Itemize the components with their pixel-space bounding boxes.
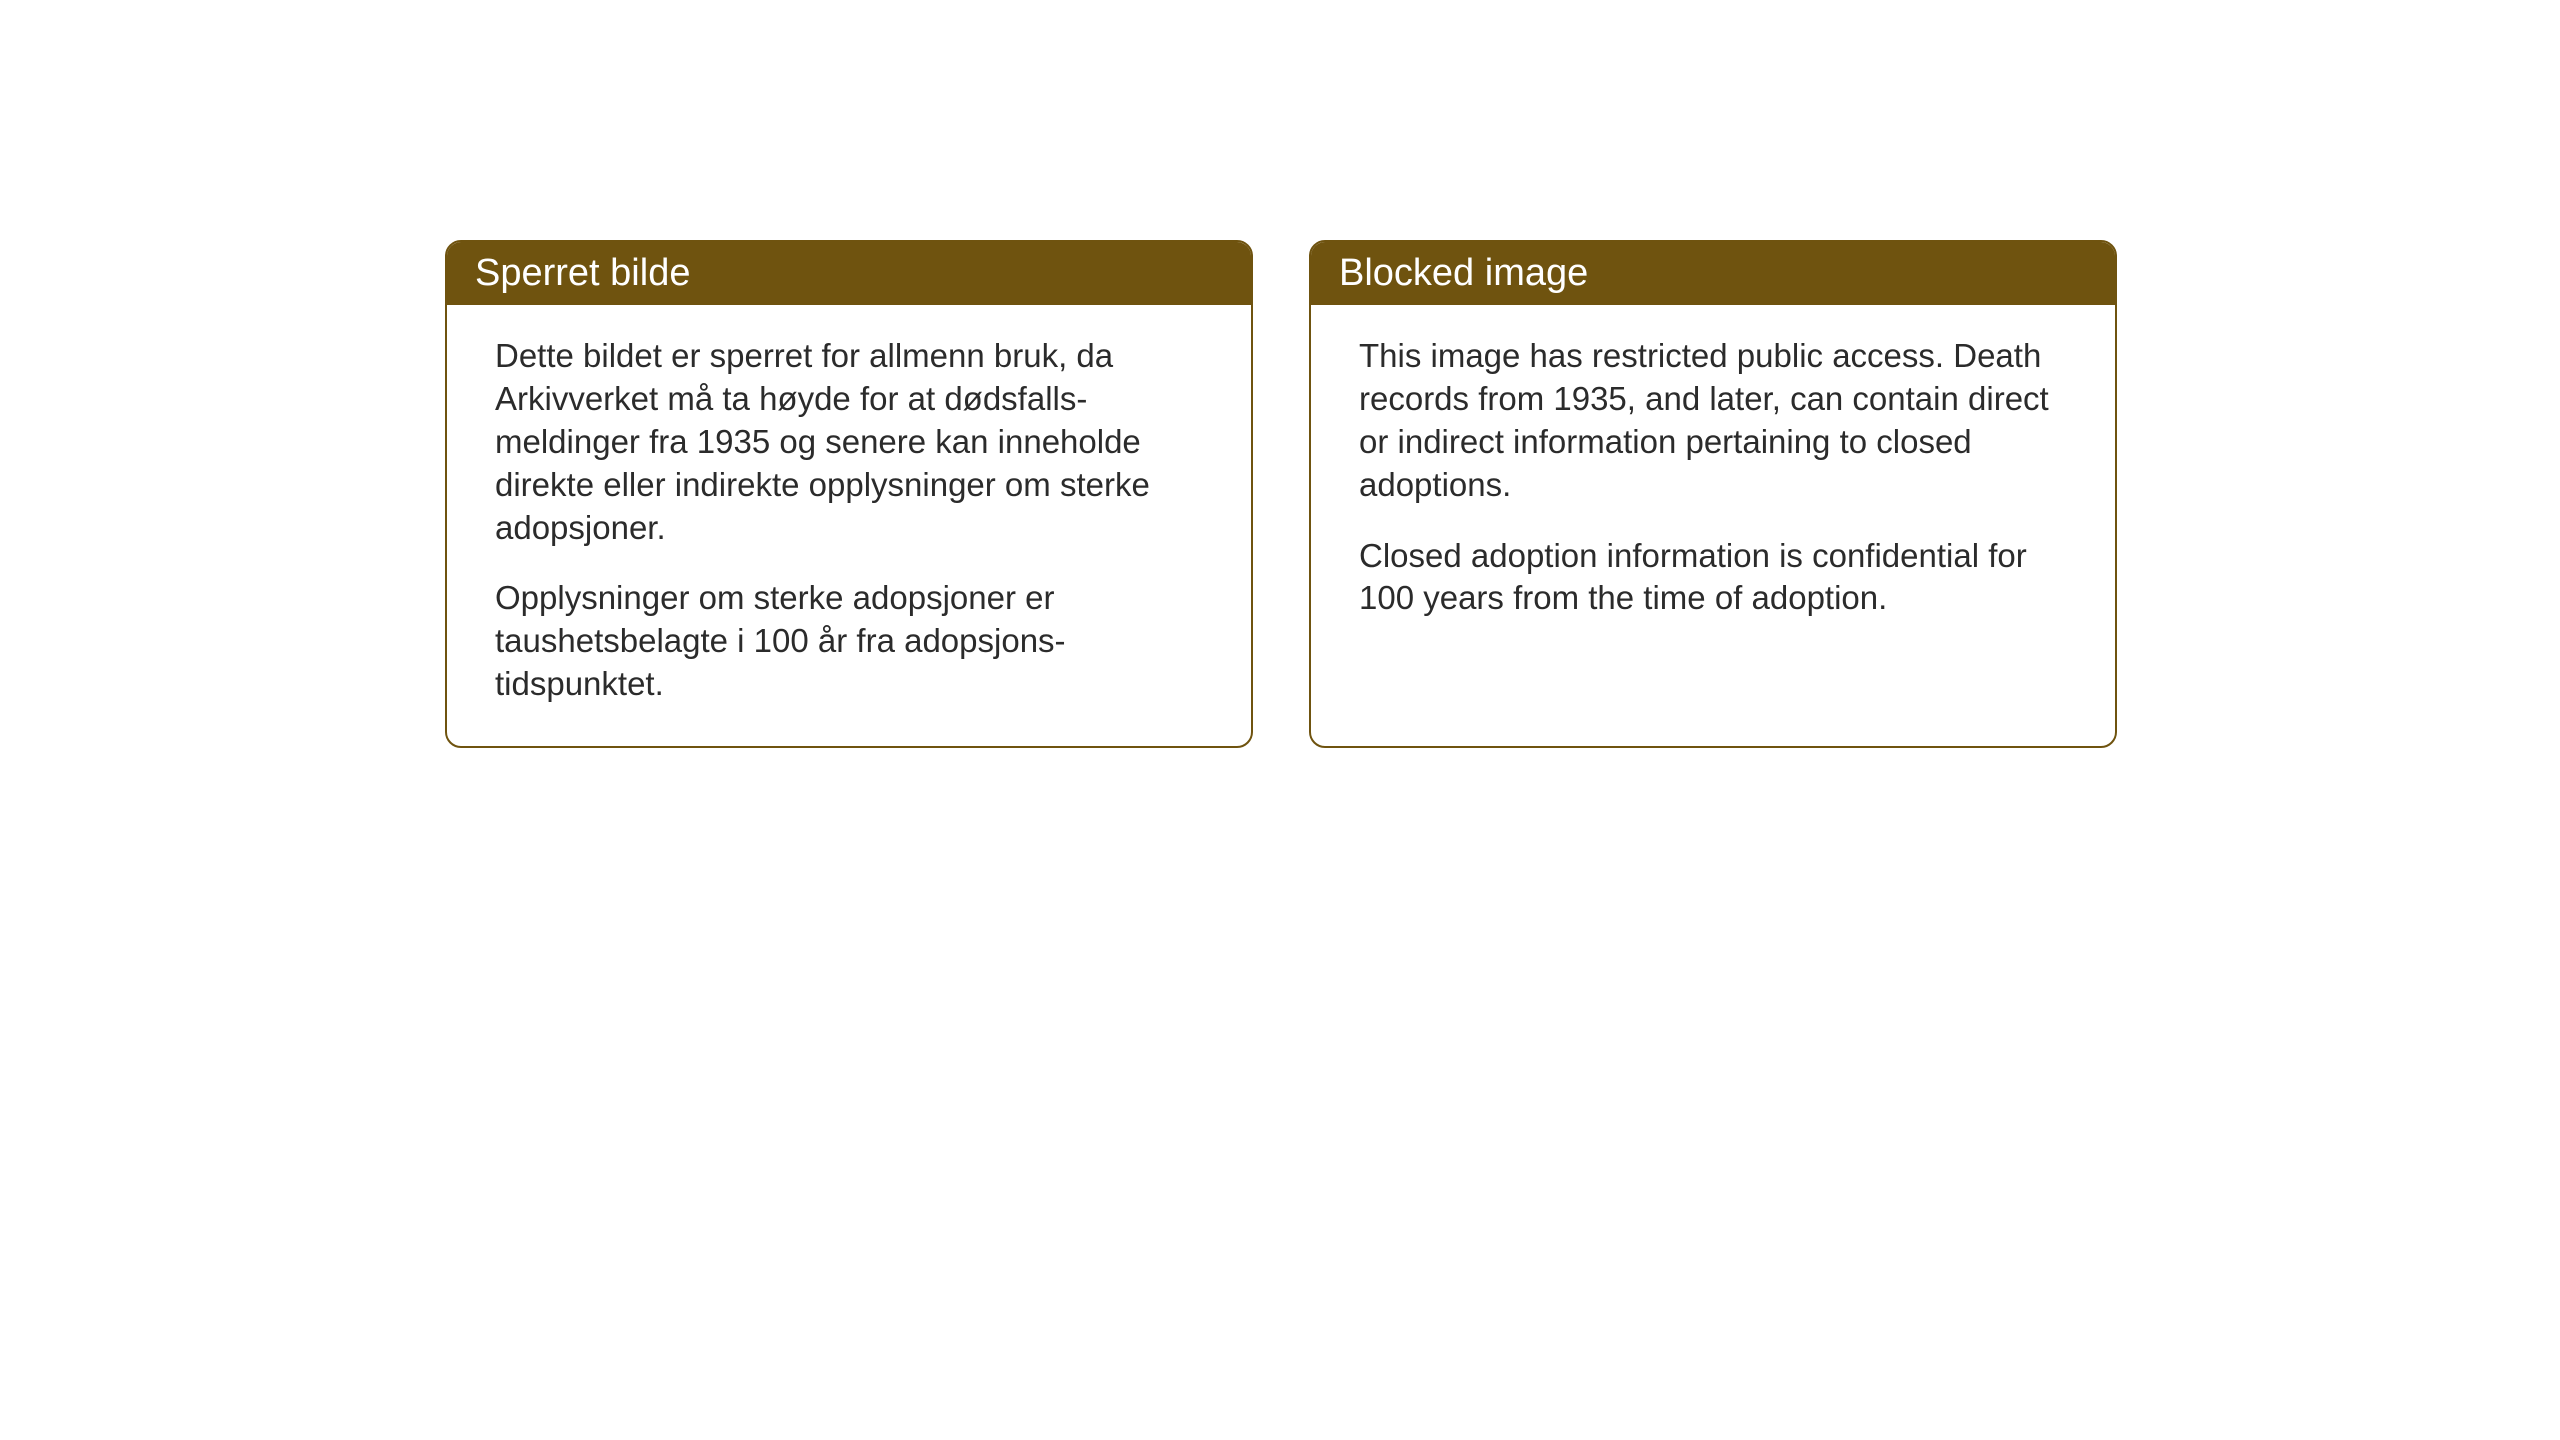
cards-container: Sperret bilde Dette bildet er sperret fo… [445, 240, 2117, 748]
card-header-english: Blocked image [1311, 242, 2115, 305]
card-header-norwegian: Sperret bilde [447, 242, 1251, 305]
card-body-norwegian: Dette bildet er sperret for allmenn bruk… [447, 305, 1251, 746]
card-paragraph: Opplysninger om sterke adopsjoner er tau… [495, 577, 1203, 706]
card-title-norwegian: Sperret bilde [475, 252, 690, 294]
card-title-english: Blocked image [1339, 252, 1588, 294]
card-paragraph: Dette bildet er sperret for allmenn bruk… [495, 335, 1203, 549]
card-english: Blocked image This image has restricted … [1309, 240, 2117, 748]
card-paragraph: This image has restricted public access.… [1359, 335, 2067, 507]
card-norwegian: Sperret bilde Dette bildet er sperret fo… [445, 240, 1253, 748]
card-body-english: This image has restricted public access.… [1311, 305, 2115, 660]
card-paragraph: Closed adoption information is confident… [1359, 535, 2067, 621]
